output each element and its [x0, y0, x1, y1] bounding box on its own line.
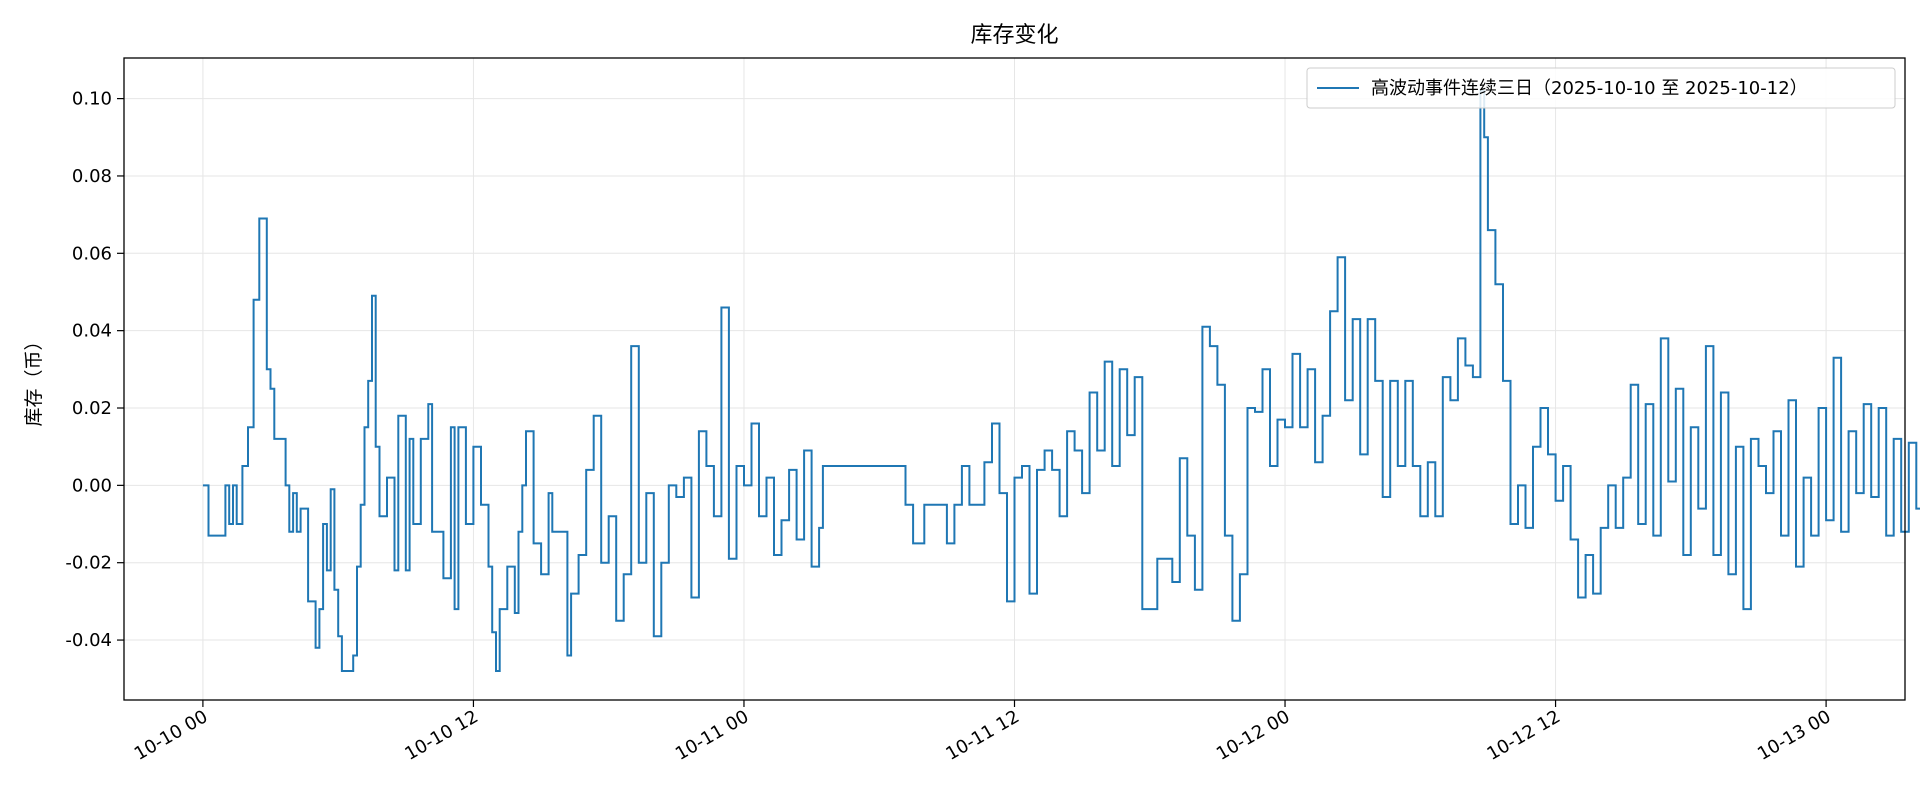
y-tick-label: -0.04	[65, 630, 112, 651]
y-tick-label: 0.02	[72, 398, 112, 419]
chart-title: 库存变化	[970, 23, 1058, 48]
y-tick-label: 0.10	[72, 89, 112, 110]
y-tick-label: 0.08	[72, 166, 112, 187]
y-tick-label: 0.04	[72, 321, 112, 342]
series-line	[202, 89, 1920, 672]
series-layer	[202, 89, 1920, 672]
y-tick-label: -0.02	[65, 553, 112, 574]
y-tick-label: 0.00	[72, 475, 112, 496]
legend-label: 高波动事件连续三日（2025-10-10 至 2025-10-12）	[1371, 78, 1808, 99]
legend-box	[1306, 67, 1896, 109]
y-axis-label: 库存（币）	[23, 331, 45, 426]
y-tick-label: 0.06	[72, 243, 112, 264]
legend: 高波动事件连续三日（2025-10-10 至 2025-10-12）	[1306, 67, 1896, 109]
